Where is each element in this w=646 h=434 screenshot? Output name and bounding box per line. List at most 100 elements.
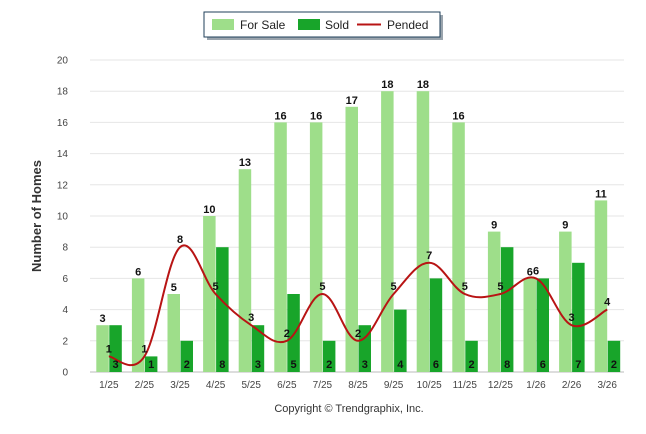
bar-sold: [500, 247, 514, 372]
bar-for-sale: [203, 216, 216, 372]
legend: For Sale Sold Pended: [203, 11, 443, 40]
bar-sold: [322, 340, 336, 372]
data-label-for-sale: 18: [417, 79, 429, 91]
data-label-sold: 8: [504, 359, 510, 371]
data-label-pended: 2: [355, 328, 361, 340]
data-label-pended: 5: [497, 281, 503, 293]
bar-for-sale: [487, 231, 501, 372]
bars: [96, 91, 621, 373]
data-label-pended: 4: [604, 297, 611, 309]
bar-for-sale: [559, 231, 572, 372]
x-tick-label: 4/25: [206, 380, 226, 391]
bar-sold: [251, 325, 265, 372]
bar-sold: [607, 340, 621, 372]
x-axis-ticks: 1/25 2/25 3/25 4/25 5/25 6/25 7/25 8/25 9/25 10/2…: [99, 380, 617, 391]
data-label-pended: 1: [106, 343, 112, 355]
data-label-sold: 2: [184, 359, 190, 371]
data-label-sold: 7: [575, 359, 581, 371]
x-tick-label: 5/25: [241, 380, 261, 391]
bar-for-sale: [309, 122, 323, 373]
data-label-sold: 3: [362, 359, 368, 371]
y-axis-label: Number of Homes: [29, 160, 44, 272]
x-tick-label: 3/26: [597, 380, 617, 391]
x-tick-label: 3/25: [170, 380, 190, 391]
x-tick-label: 8/25: [348, 380, 368, 391]
data-label-for-sale: 9: [491, 220, 497, 232]
x-tick-label: 9/25: [384, 380, 404, 391]
y-tick-label: 14: [57, 149, 69, 160]
data-label-sold: 2: [326, 359, 332, 371]
bar-for-sale: [523, 278, 536, 372]
x-tick-label: 2/25: [135, 380, 155, 391]
bar-sold: [358, 325, 371, 372]
bar-sold: [144, 356, 158, 372]
data-label-for-sale: 18: [381, 79, 393, 91]
data-label-sold: 5: [290, 359, 296, 371]
legend-swatch-for-sale: [212, 19, 234, 30]
data-label-sold: 6: [433, 359, 439, 371]
bar-sold: [216, 247, 229, 372]
legend-label-for-sale: For Sale: [240, 18, 286, 32]
x-tick-label: 6/25: [277, 380, 297, 391]
data-label-pended: 7: [426, 250, 432, 262]
data-label-pended: 2: [284, 328, 290, 340]
bar-for-sale: [452, 122, 465, 373]
bar-for-sale: [167, 294, 180, 372]
y-tick-label: 8: [62, 243, 68, 254]
x-tick-label: 10/25: [417, 380, 442, 391]
data-label-sold: 2: [468, 359, 474, 371]
data-label-pended: 5: [391, 281, 397, 293]
bar-sold: [180, 340, 193, 372]
data-label-for-sale: 3: [99, 313, 105, 325]
y-tick-label: 12: [57, 180, 69, 191]
legend-label-pended: Pended: [387, 18, 428, 32]
bar-for-sale: [345, 106, 358, 373]
data-label-pended: 5: [319, 281, 325, 293]
data-label-pended: 6: [533, 265, 539, 277]
x-tick-label: 2/26: [562, 380, 582, 391]
pended-line: [108, 244, 608, 367]
data-label-sold: 8: [219, 359, 225, 371]
bar-for-sale: [416, 91, 430, 372]
bar-sold: [536, 278, 549, 372]
data-label-for-sale: 16: [274, 110, 286, 122]
legend-box: [203, 11, 441, 38]
data-label-pended: 5: [213, 281, 219, 293]
x-tick-label: 11/25: [453, 380, 478, 391]
data-label-sold: 6: [540, 359, 546, 371]
data-label-sold: 1: [148, 359, 154, 371]
data-labels: 3361521081331651621731841861629866971121…: [99, 79, 617, 371]
data-label-for-sale: 10: [203, 204, 215, 216]
x-tick-label: 7/25: [313, 380, 333, 391]
x-tick-label: 12/25: [488, 380, 513, 391]
pended-line-layer: [108, 244, 608, 367]
bar-for-sale: [238, 169, 252, 372]
bar-for-sale: [381, 91, 394, 372]
data-label-for-sale: 11: [595, 188, 607, 200]
data-label-pended: 3: [248, 312, 254, 324]
data-label-for-sale: 6: [135, 266, 141, 278]
copyright-text: Copyright © Trendgraphix, Inc.: [274, 403, 423, 415]
data-label-for-sale: 9: [562, 220, 568, 232]
y-tick-label: 16: [57, 118, 69, 129]
data-label-sold: 3: [255, 359, 261, 371]
data-label-pended: 1: [141, 343, 147, 355]
data-label-pended: 3: [569, 312, 575, 324]
legend-label-sold: Sold: [325, 18, 349, 32]
bar-sold: [572, 262, 585, 372]
bar-sold: [465, 340, 478, 372]
data-label-for-sale: 16: [310, 110, 322, 122]
data-label-sold: 4: [397, 359, 404, 371]
data-label-sold: 3: [112, 359, 118, 371]
legend-swatch-sold: [298, 19, 320, 30]
data-label-pended: 5: [462, 281, 468, 293]
data-label-for-sale: 13: [239, 157, 251, 169]
data-label-for-sale: 6: [527, 266, 533, 278]
bar-for-sale: [131, 278, 145, 372]
bar-sold: [394, 309, 407, 372]
data-label-sold: 2: [611, 359, 617, 371]
x-tick-label: 1/25: [99, 380, 119, 391]
y-tick-label: 20: [57, 56, 69, 67]
y-tick-label: 2: [62, 336, 68, 347]
